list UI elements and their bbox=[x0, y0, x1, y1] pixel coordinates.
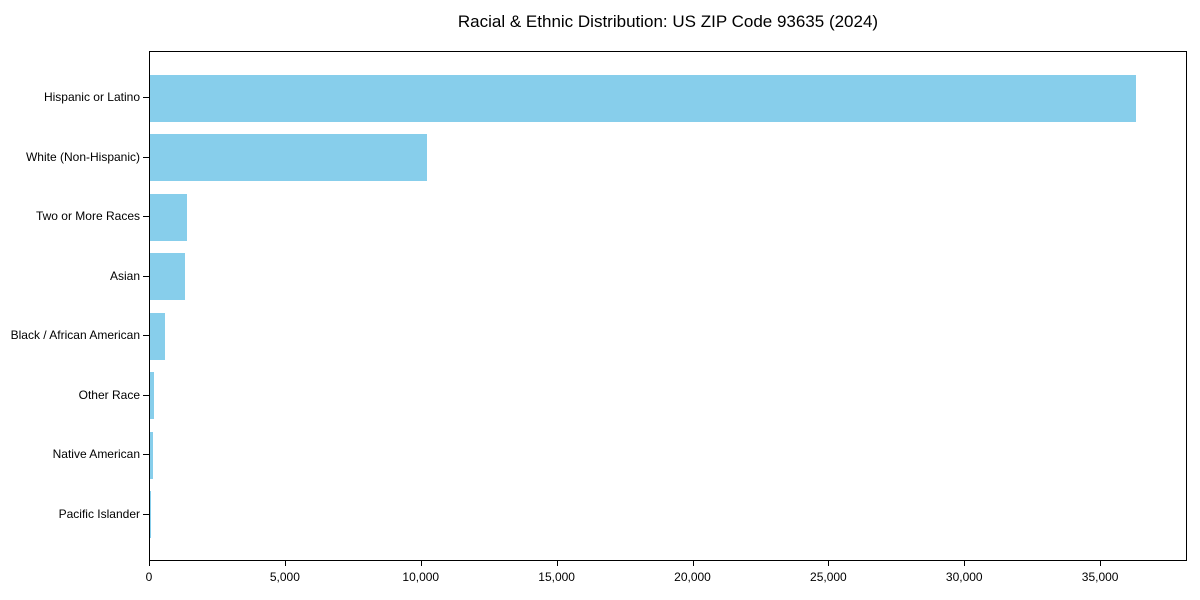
x-tick-mark bbox=[284, 561, 286, 566]
x-tick-mark bbox=[556, 561, 558, 566]
x-tick-label: 0 bbox=[145, 570, 153, 584]
x-tick-mark bbox=[149, 561, 150, 566]
y-tick-mark bbox=[143, 454, 149, 455]
y-tick-label: Asian bbox=[109, 268, 140, 283]
bar bbox=[150, 431, 153, 479]
bar bbox=[150, 74, 1137, 122]
y-tick-label: Black / African American bbox=[10, 328, 140, 342]
y-tick-label: Hispanic or Latino bbox=[43, 90, 140, 104]
y-tick-mark bbox=[143, 275, 149, 277]
x-tick-label: 10,000 bbox=[402, 570, 440, 584]
x-tick-label: 20,000 bbox=[674, 570, 711, 584]
y-tick-mark bbox=[143, 97, 149, 98]
x-tick-label: 25,000 bbox=[810, 570, 847, 584]
y-tick-label: White (Non-Hispanic) bbox=[25, 149, 140, 164]
bar bbox=[150, 372, 154, 419]
y-tick-label: Two or More Races bbox=[35, 209, 140, 223]
bar bbox=[150, 312, 165, 360]
y-tick-label: Other Race bbox=[78, 387, 140, 402]
y-tick-mark bbox=[143, 394, 149, 396]
y-tick-label: Pacific Islander bbox=[58, 506, 140, 521]
x-tick-mark bbox=[828, 561, 830, 566]
x-tick-label: 15,000 bbox=[538, 570, 575, 584]
plot-area bbox=[149, 51, 1187, 561]
chart-title: Racial & Ethnic Distribution: US ZIP Cod… bbox=[457, 12, 879, 31]
x-tick-label: 30,000 bbox=[945, 570, 983, 584]
bar bbox=[150, 193, 188, 241]
x-tick-mark bbox=[1100, 561, 1102, 566]
y-tick-label: Native American bbox=[52, 447, 140, 461]
x-tick-mark bbox=[692, 561, 694, 566]
x-tick-mark bbox=[964, 561, 966, 566]
bar bbox=[150, 253, 186, 300]
y-tick-mark bbox=[143, 335, 149, 336]
x-tick-label: 35,000 bbox=[1081, 570, 1119, 584]
bar bbox=[150, 491, 151, 538]
y-tick-mark bbox=[143, 513, 149, 515]
x-tick-label: 5,000 bbox=[269, 570, 300, 584]
x-tick-mark bbox=[420, 561, 422, 566]
bar bbox=[150, 134, 428, 181]
y-tick-mark bbox=[143, 156, 149, 158]
y-tick-mark bbox=[143, 216, 149, 217]
